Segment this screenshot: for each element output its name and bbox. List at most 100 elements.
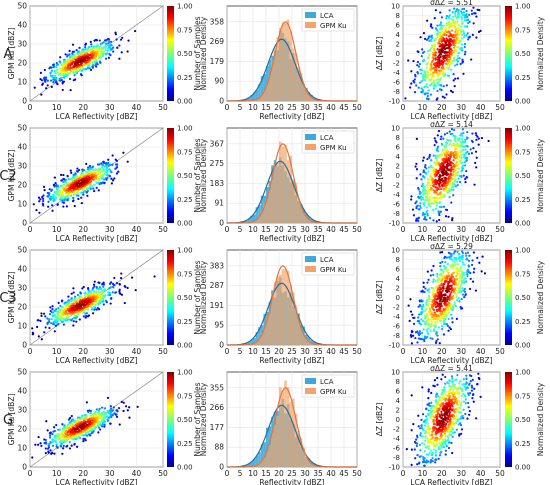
scatter-point xyxy=(110,182,114,185)
scatter-point xyxy=(70,171,73,174)
bar-gpm-ku xyxy=(266,83,269,101)
x-tick-label: 0 xyxy=(28,347,33,356)
scatter-point xyxy=(114,291,118,294)
sigma-label: σΔZ = 5.14 xyxy=(430,120,473,129)
scatter-point xyxy=(98,39,101,42)
difference-point xyxy=(420,198,423,201)
scatter-point xyxy=(91,52,94,55)
scatter-point xyxy=(77,312,80,316)
difference-point xyxy=(459,48,462,51)
difference-point xyxy=(462,263,465,266)
difference-point xyxy=(409,86,412,89)
difference-point xyxy=(438,205,442,208)
difference-point xyxy=(438,185,441,188)
scatter-point xyxy=(65,71,68,74)
y-tick-label: -6 xyxy=(393,323,401,331)
difference-point xyxy=(452,43,455,47)
scatter-point xyxy=(52,76,55,79)
colorbar-tick-label: 0.75 xyxy=(515,148,531,156)
difference-point xyxy=(435,300,438,304)
scatter-point xyxy=(60,196,63,199)
difference-point xyxy=(423,201,426,204)
difference-point xyxy=(453,292,456,295)
x-tick-label: 0 xyxy=(28,225,33,234)
difference-point xyxy=(438,83,441,86)
difference-point xyxy=(411,208,415,211)
bar-gpm-ku xyxy=(302,333,305,345)
difference-point xyxy=(428,84,432,87)
difference-point xyxy=(447,271,450,274)
difference-point xyxy=(422,285,425,288)
difference-point xyxy=(454,178,457,181)
difference-point xyxy=(463,138,467,141)
scatter-point xyxy=(91,63,95,66)
scatter-point xyxy=(106,419,110,422)
scatter-point xyxy=(64,301,67,304)
difference-point xyxy=(443,56,447,60)
scatter-point xyxy=(65,205,68,208)
scatter-point xyxy=(60,300,64,303)
difference-point xyxy=(414,165,417,168)
difference-point xyxy=(451,91,454,94)
difference-point xyxy=(461,7,464,11)
difference-point xyxy=(430,176,433,179)
difference-point xyxy=(441,269,444,272)
difference-point xyxy=(451,289,454,292)
scatter-point xyxy=(107,287,110,290)
difference-point xyxy=(451,217,454,220)
scatter-point xyxy=(55,423,58,427)
scatter-point xyxy=(108,174,111,177)
row-label-C3: C3 xyxy=(0,291,17,306)
difference-point xyxy=(474,289,477,292)
difference-point xyxy=(438,212,441,215)
scatter-point xyxy=(153,275,156,278)
difference-point xyxy=(439,165,442,168)
difference-point xyxy=(445,37,448,40)
difference-point xyxy=(462,289,465,292)
difference-point xyxy=(443,73,447,76)
scatter-point xyxy=(71,62,74,65)
x-tick-label: 50 xyxy=(158,469,168,478)
scatter-point xyxy=(91,307,94,310)
scatter-point xyxy=(35,208,38,212)
difference-point xyxy=(463,296,466,299)
y-tick-label: -10 xyxy=(389,342,400,350)
scatter-point xyxy=(77,177,80,181)
scatter-point xyxy=(98,163,101,166)
scatter-point xyxy=(55,443,58,446)
difference-point xyxy=(432,85,436,88)
difference-point xyxy=(443,313,446,316)
scatter-point xyxy=(92,187,95,190)
difference-point xyxy=(455,36,458,39)
scatter-point xyxy=(61,316,64,319)
difference-point xyxy=(425,211,428,214)
difference-point xyxy=(449,170,452,173)
difference-point xyxy=(467,21,470,25)
x-tick-label: 5 xyxy=(238,225,243,234)
difference-point xyxy=(441,159,444,162)
difference-point xyxy=(439,11,442,14)
y-tick-label: 191 xyxy=(210,301,225,310)
scatter-point xyxy=(31,333,34,336)
difference-point xyxy=(468,36,471,39)
difference-point xyxy=(454,136,457,139)
difference-point xyxy=(440,205,443,209)
difference-point xyxy=(420,72,423,75)
x-tick-label: 20 xyxy=(78,347,88,356)
difference-point xyxy=(452,143,455,147)
difference-point xyxy=(433,324,436,327)
difference-point xyxy=(443,180,446,183)
difference-point xyxy=(432,87,435,90)
difference-point xyxy=(446,263,449,266)
difference-point xyxy=(423,85,426,89)
difference-point xyxy=(449,180,452,183)
scatter-point xyxy=(61,199,64,202)
scatter-point xyxy=(99,48,103,51)
scatter-point xyxy=(70,299,73,303)
difference-point xyxy=(452,194,455,197)
scatter-point xyxy=(57,322,60,326)
colorbar-tick-label: 0.50 xyxy=(515,50,531,58)
x-tick-label: 0 xyxy=(401,103,406,112)
scatter-point xyxy=(70,66,73,70)
scatter-point xyxy=(42,199,45,203)
